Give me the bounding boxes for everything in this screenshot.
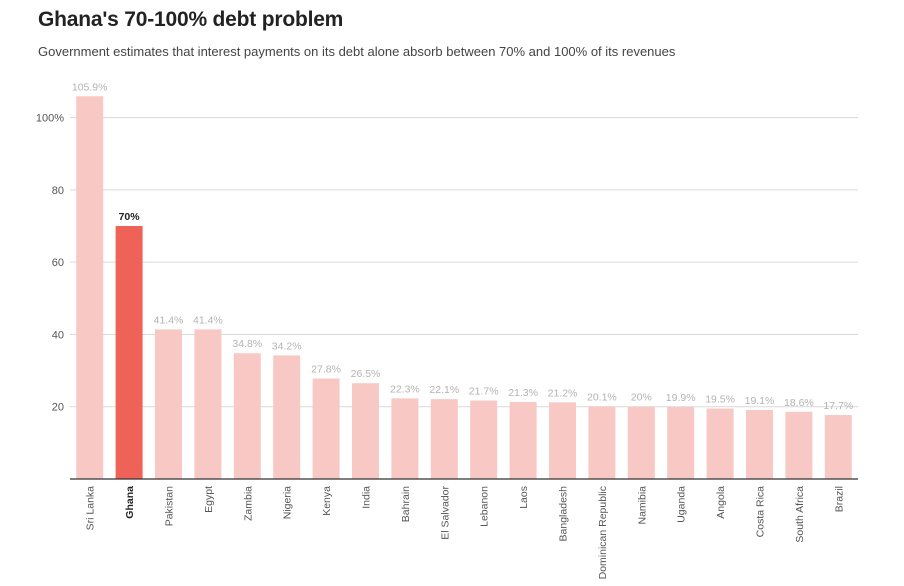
- value-label: 41.4%: [154, 314, 184, 326]
- y-tick-label: 40: [52, 329, 64, 341]
- bar-egypt: [194, 329, 222, 479]
- bar-laos: [509, 402, 537, 479]
- x-tick-label: El Salvador: [439, 486, 451, 540]
- value-label: 19.1%: [745, 395, 775, 407]
- bar-kenya: [312, 378, 340, 479]
- value-label: 20.1%: [587, 391, 617, 403]
- value-label: 19.9%: [666, 392, 696, 404]
- x-tick-label: Uganda: [676, 486, 688, 523]
- bar-dominican-republic: [588, 406, 616, 479]
- x-tick-label: Namibia: [636, 486, 648, 525]
- x-tick-label: Brazil: [833, 486, 845, 512]
- value-label: 105.9%: [72, 81, 108, 93]
- value-label: 19.5%: [705, 394, 735, 406]
- bar-costa-rica: [746, 409, 773, 479]
- bar-angola: [706, 408, 734, 479]
- x-tick-label: Ghana: [124, 486, 136, 519]
- x-tick-label: Zambia: [242, 486, 254, 521]
- y-tick-label: 20: [52, 402, 64, 414]
- x-tick-label: Laos: [518, 486, 530, 509]
- bar-zambia: [233, 353, 261, 479]
- bar-el-salvador: [430, 399, 458, 479]
- x-tick-label: Sri Lanka: [85, 486, 97, 531]
- bar-nigeria: [273, 355, 301, 479]
- value-label: 20%: [631, 392, 652, 404]
- bar-india: [352, 383, 379, 479]
- chart-subtitle: Government estimates that interest payme…: [38, 44, 676, 59]
- bars: [76, 96, 852, 479]
- bar-lebanon: [470, 400, 498, 479]
- bar-south-africa: [785, 411, 813, 479]
- x-tick-label: Nigeria: [282, 486, 294, 519]
- bar-brazil: [824, 415, 852, 479]
- x-tick-label: South Africa: [794, 486, 806, 543]
- x-tick-label: Pakistan: [164, 486, 176, 526]
- value-label: 18.6%: [784, 397, 814, 409]
- x-tick-label: Angola: [715, 486, 727, 519]
- value-label: 34.8%: [232, 338, 262, 350]
- chart-title: Ghana's 70-100% debt problem: [38, 8, 344, 31]
- y-tick-label: 80: [52, 185, 64, 197]
- value-label: 21.3%: [508, 387, 538, 399]
- value-label: 22.1%: [429, 384, 459, 396]
- y-tick-label: 60: [52, 257, 64, 269]
- value-label: 70%: [119, 211, 141, 223]
- x-tick-label: Dominican Republic: [597, 486, 609, 579]
- x-axis: Sri Lanka Ghana Pakistan Egypt Zambia Nigeria…: [70, 478, 858, 579]
- x-tick-label: Lebanon: [479, 486, 491, 527]
- bar-namibia: [627, 406, 655, 479]
- value-label: 34.2%: [272, 340, 302, 352]
- bar-ghana: [115, 226, 143, 479]
- bar-bahrain: [391, 398, 419, 479]
- value-label: 27.8%: [311, 364, 341, 376]
- x-tick-label: Bangladesh: [558, 486, 570, 542]
- value-label: 26.5%: [351, 368, 381, 380]
- bar-uganda: [667, 407, 695, 479]
- gridlines: [70, 117, 858, 408]
- value-label: 21.7%: [469, 386, 499, 398]
- x-tick-label: Egypt: [203, 486, 215, 513]
- bar-sri-lanka: [76, 96, 104, 479]
- y-axis: 20 40 60 80 100%: [36, 113, 64, 414]
- bar-bangladesh: [549, 402, 576, 479]
- value-labels: 105.9% 70% 41.4% 41.4% 34.8% 34.2% 27.8% 26.5% 2…: [72, 81, 853, 412]
- x-tick-label: Costa Rica: [755, 486, 767, 538]
- value-label: 41.4%: [193, 314, 223, 326]
- value-label: 21.2%: [548, 387, 578, 399]
- value-label: 17.7%: [823, 400, 853, 412]
- x-tick-label: India: [361, 486, 373, 509]
- x-tick-label: Bahrain: [400, 486, 412, 522]
- x-tick-label: Kenya: [321, 486, 333, 516]
- bar-pakistan: [155, 329, 182, 479]
- value-label: 22.3%: [390, 383, 420, 395]
- y-tick-label: 100%: [36, 113, 64, 125]
